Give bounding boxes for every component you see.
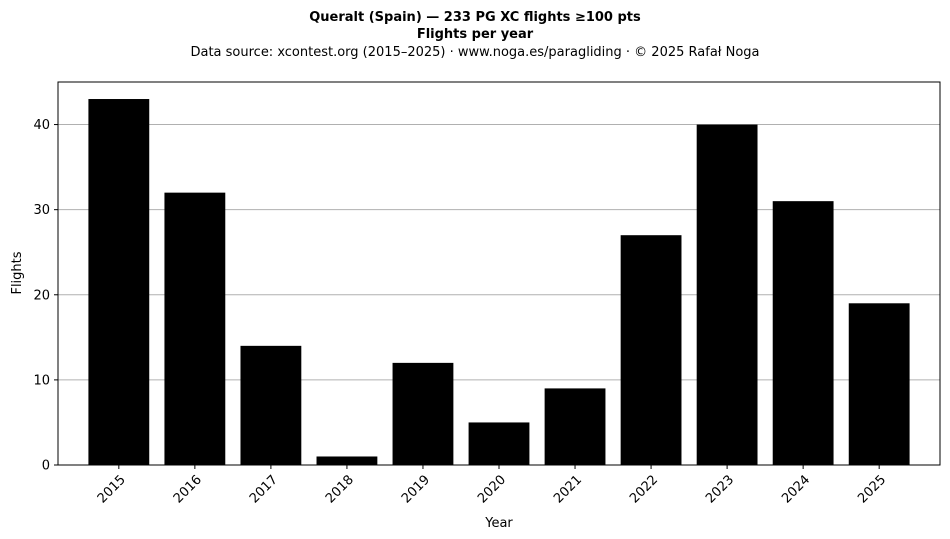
y-tick-label: 0 bbox=[42, 459, 50, 474]
bar-2021 bbox=[544, 388, 606, 465]
y-tick-label: 40 bbox=[33, 118, 50, 133]
y-tick-label: 10 bbox=[33, 373, 50, 388]
x-tick-label: 2020 bbox=[475, 472, 509, 506]
x-tick-label: 2016 bbox=[171, 472, 205, 506]
bar-2024 bbox=[772, 201, 834, 465]
y-axis-ticks: 0 10 20 30 40 bbox=[33, 118, 58, 474]
bar-2017 bbox=[240, 345, 302, 465]
bar-2018 bbox=[316, 456, 378, 465]
plot-frame bbox=[57, 81, 941, 466]
y-axis-label: Flights bbox=[10, 251, 25, 294]
x-tick-label: 2025 bbox=[855, 472, 889, 506]
x-tick-label: 2021 bbox=[551, 472, 585, 506]
bar-2015 bbox=[88, 99, 150, 466]
x-tick-label: 2023 bbox=[703, 472, 737, 506]
y-tick-label: 20 bbox=[33, 288, 50, 303]
bar-2019 bbox=[392, 362, 454, 465]
bars bbox=[88, 99, 910, 466]
bar-2023 bbox=[696, 124, 758, 466]
x-tick-label: 2019 bbox=[399, 472, 433, 506]
x-tick-label: 2017 bbox=[247, 472, 281, 506]
x-tick-label: 2018 bbox=[323, 472, 357, 506]
bar-2020 bbox=[468, 422, 530, 465]
bar-2016 bbox=[164, 192, 226, 465]
chart-title: Queralt (Spain) — 233 PG XC flights ≥100… bbox=[309, 10, 641, 25]
x-axis-ticks: 2015 2016 2017 2018 2019 2020 2021 2022 2023 2024… bbox=[95, 465, 889, 506]
bar-2022 bbox=[620, 235, 682, 465]
chart-title-line2: Flights per year bbox=[417, 27, 534, 42]
y-tick-label: 30 bbox=[33, 203, 50, 218]
x-tick-label: 2024 bbox=[779, 472, 813, 506]
chart-subtitle: Data source: xcontest.org (2015–2025) · … bbox=[190, 45, 759, 60]
bar-2025 bbox=[848, 303, 910, 465]
x-tick-label: 2015 bbox=[95, 472, 129, 506]
x-tick-label: 2022 bbox=[627, 472, 661, 506]
x-axis-label: Year bbox=[484, 516, 513, 531]
